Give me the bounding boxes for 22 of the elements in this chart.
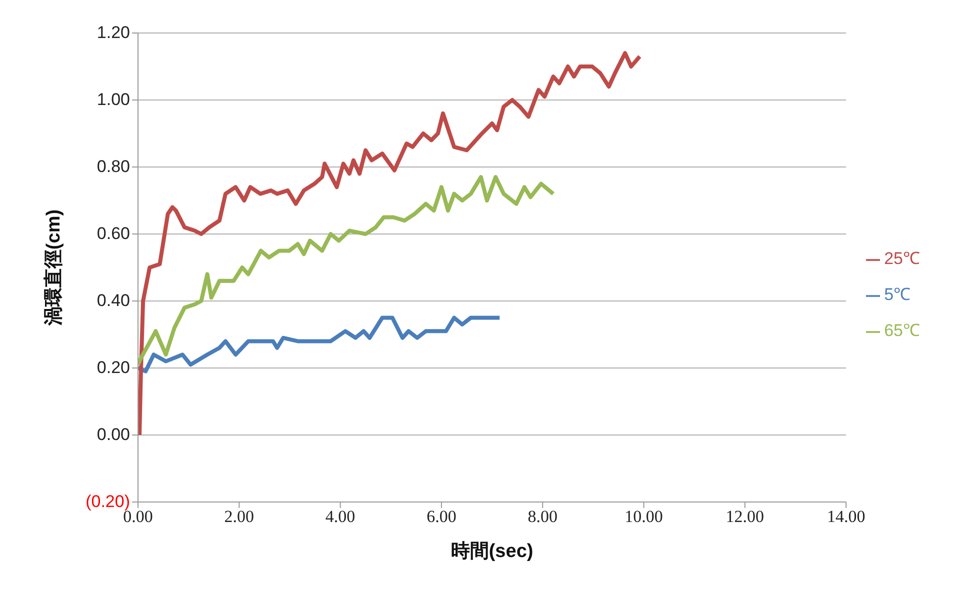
y-tick-label: 1.20 bbox=[96, 23, 130, 42]
line-series bbox=[138, 316, 502, 374]
y-tick-label: 0.40 bbox=[96, 291, 130, 310]
y-tick-label: 0.20 bbox=[96, 358, 130, 377]
y-tick-label: 0.80 bbox=[96, 157, 130, 176]
line-series bbox=[138, 175, 556, 367]
x-tick-label: 12.00 bbox=[726, 507, 764, 526]
x-tick-label: 8.00 bbox=[528, 507, 558, 526]
y-tick-label: 0.60 bbox=[96, 224, 130, 243]
x-tick-label: 2.00 bbox=[224, 507, 254, 526]
legend-label: 5℃ bbox=[884, 285, 911, 304]
x-tick-label: 4.00 bbox=[325, 507, 356, 526]
y-axis-title: 渦環直徑(cm) bbox=[42, 209, 65, 327]
legend-label: 25℃ bbox=[884, 249, 920, 268]
x-axis-title: 時間(sec) bbox=[450, 540, 534, 562]
x-tick-label: 10.00 bbox=[624, 507, 663, 526]
x-tick-label: 14.00 bbox=[826, 507, 866, 526]
x-tick-label: 6.00 bbox=[426, 507, 456, 526]
y-tick-label: 0.00 bbox=[96, 425, 130, 444]
legend-label: 65℃ bbox=[884, 321, 920, 340]
line-series bbox=[138, 51, 642, 437]
y-tick-label: 1.00 bbox=[96, 90, 130, 109]
